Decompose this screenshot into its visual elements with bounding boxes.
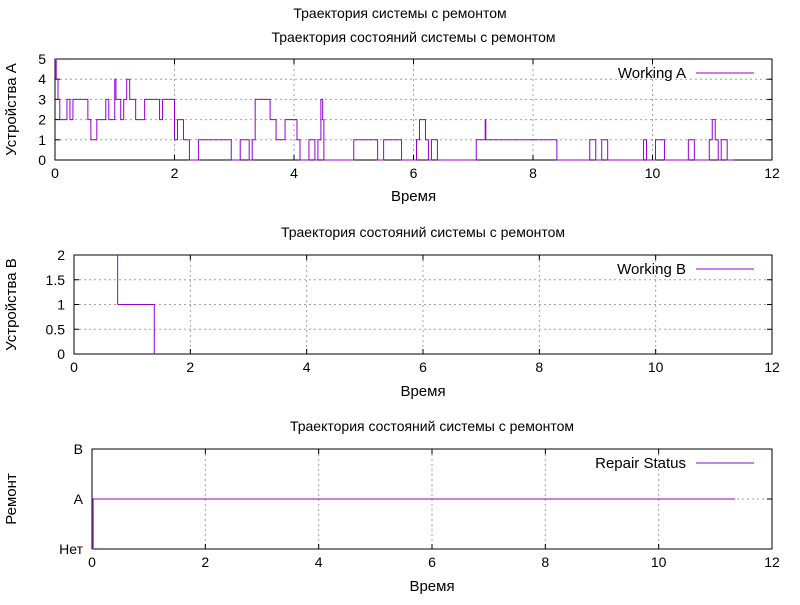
x-tick-label: 4 bbox=[303, 359, 311, 375]
series-line bbox=[92, 498, 736, 550]
x-tick-label: 0 bbox=[70, 359, 78, 375]
chart-panel-3: Траектория состояний системы с ремонтом 0… bbox=[3, 418, 780, 595]
y-tick-label: 3 bbox=[38, 91, 46, 107]
x-tick-label: 6 bbox=[428, 554, 436, 570]
chart-title: Траектория состояний системы с ремонтом bbox=[290, 418, 574, 434]
x-tick-label: 8 bbox=[529, 165, 537, 181]
y-tick-label: 0.5 bbox=[46, 321, 66, 337]
y-tick-label: Нет bbox=[59, 541, 83, 557]
x-tick-label: 12 bbox=[764, 165, 780, 181]
x-tick-label: 6 bbox=[410, 165, 418, 181]
y-tick-label: 1 bbox=[38, 132, 46, 148]
y-tick-label: 1 bbox=[57, 297, 65, 313]
chart-title: Траектория состояний системы с ремонтом bbox=[271, 29, 555, 45]
x-tick-label: 2 bbox=[171, 165, 179, 181]
y-tick-label: 2 bbox=[57, 247, 65, 263]
y-tick-label: 0 bbox=[57, 346, 65, 362]
x-tick-label: 0 bbox=[51, 165, 59, 181]
x-axis-label: Время bbox=[391, 188, 436, 205]
series-line bbox=[55, 58, 734, 161]
x-tick-label: 10 bbox=[651, 554, 667, 570]
x-tick-label: 2 bbox=[201, 554, 209, 570]
page-title: Траектория системы с ремонтом bbox=[293, 5, 506, 21]
y-axis-label: Устройства A bbox=[3, 63, 20, 156]
y-tick-label: 5 bbox=[38, 51, 46, 67]
x-axis-label: Время bbox=[409, 578, 454, 595]
y-tick-label: 4 bbox=[38, 71, 46, 87]
x-tick-label: 10 bbox=[645, 165, 661, 181]
x-tick-label: 4 bbox=[315, 554, 323, 570]
legend-label: Working B bbox=[617, 261, 686, 278]
y-tick-label: B bbox=[74, 441, 83, 457]
x-tick-label: 0 bbox=[88, 554, 96, 570]
x-tick-label: 8 bbox=[535, 359, 543, 375]
y-tick-label: 1.5 bbox=[46, 272, 66, 288]
y-axis-label: Устройства B bbox=[3, 258, 20, 351]
y-tick-label: 2 bbox=[38, 112, 46, 128]
chart-panel-1: Траектория состояний системы с ремонтом 0… bbox=[3, 29, 780, 205]
series-line bbox=[117, 304, 155, 354]
x-tick-label: 12 bbox=[764, 554, 780, 570]
x-tick-label: 2 bbox=[186, 359, 194, 375]
x-tick-label: 12 bbox=[764, 359, 780, 375]
chart-title: Траектория состояний системы с ремонтом bbox=[281, 224, 565, 240]
y-tick-label: A bbox=[74, 491, 84, 507]
y-tick-label: 0 bbox=[38, 152, 46, 168]
x-tick-label: 8 bbox=[541, 554, 549, 570]
legend-label: Working A bbox=[618, 65, 686, 82]
x-axis-label: Время bbox=[400, 383, 445, 400]
chart-panel-2: Траектория состояний системы с ремонтом 0… bbox=[3, 224, 780, 400]
y-axis-label: Ремонт bbox=[3, 473, 20, 525]
legend-label: Repair Status bbox=[595, 455, 686, 472]
x-tick-label: 4 bbox=[290, 165, 298, 181]
x-tick-label: 10 bbox=[648, 359, 664, 375]
x-tick-label: 6 bbox=[419, 359, 427, 375]
